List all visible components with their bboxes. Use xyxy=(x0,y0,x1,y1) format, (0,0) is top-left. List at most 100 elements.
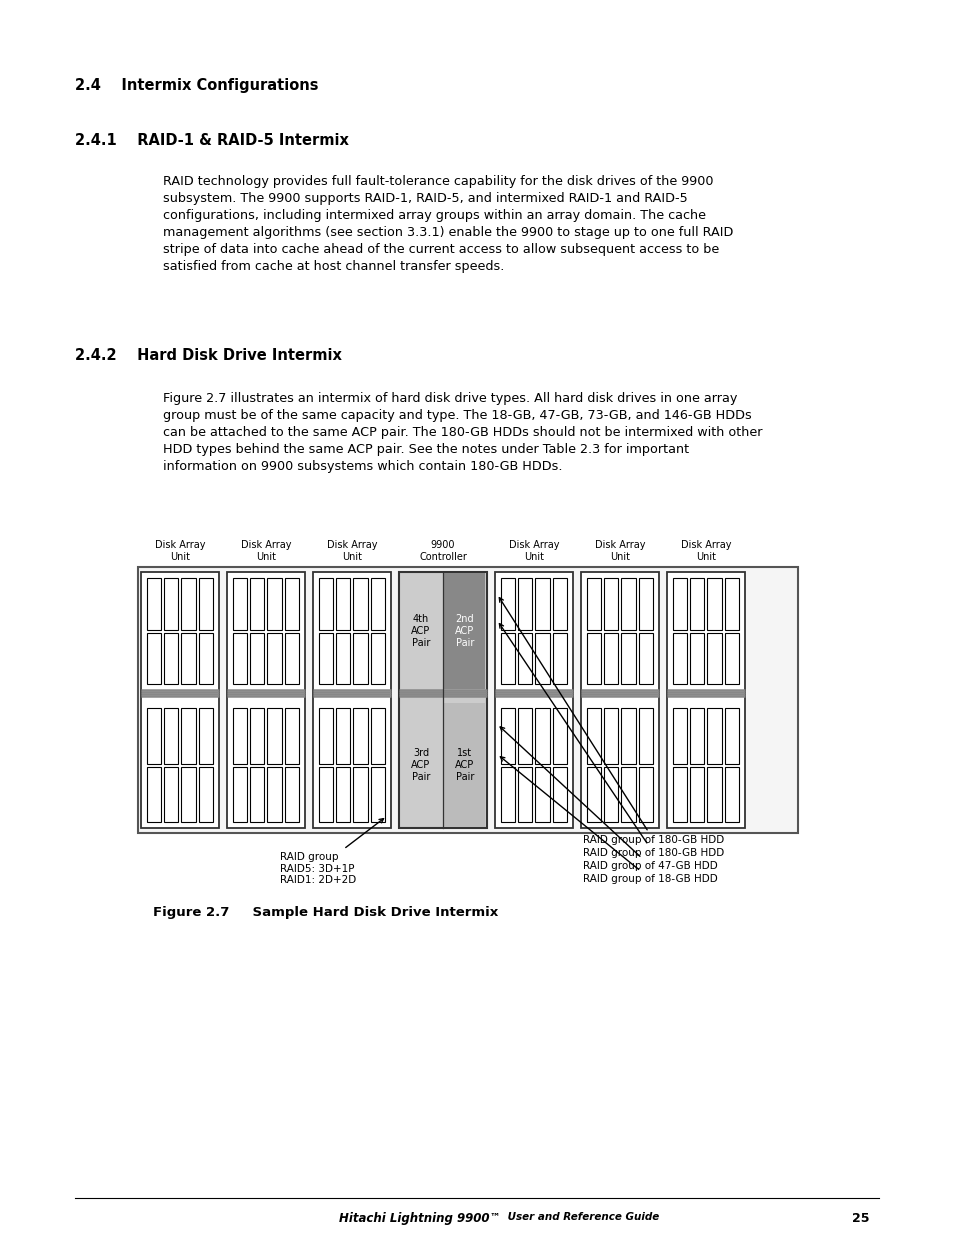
Bar xyxy=(227,572,305,827)
Text: 2.4.2    Hard Disk Drive Intermix: 2.4.2 Hard Disk Drive Intermix xyxy=(75,348,341,363)
Bar xyxy=(500,767,515,823)
Bar xyxy=(250,767,264,823)
Bar xyxy=(535,632,549,684)
Bar xyxy=(535,767,549,823)
Bar xyxy=(707,632,721,684)
Text: 2.4.1    RAID-1 & RAID-5 Intermix: 2.4.1 RAID-1 & RAID-5 Intermix xyxy=(75,133,349,148)
Bar xyxy=(500,708,515,763)
Bar xyxy=(147,708,161,763)
Bar xyxy=(313,572,391,827)
Bar xyxy=(535,708,549,763)
Bar xyxy=(198,578,213,630)
Bar xyxy=(371,578,385,630)
Text: Disk Array
Unit: Disk Array Unit xyxy=(508,540,558,562)
Text: RAID group of 47-GB HDD: RAID group of 47-GB HDD xyxy=(499,727,717,871)
Bar xyxy=(181,578,195,630)
Bar xyxy=(707,578,721,630)
Bar xyxy=(672,708,686,763)
Bar xyxy=(318,632,333,684)
Bar xyxy=(724,632,739,684)
Bar xyxy=(354,632,367,684)
Bar xyxy=(267,578,281,630)
Bar xyxy=(552,578,566,630)
Bar xyxy=(690,578,703,630)
Bar xyxy=(552,632,566,684)
Bar xyxy=(517,632,532,684)
Bar xyxy=(620,632,635,684)
Bar xyxy=(371,632,385,684)
Bar xyxy=(233,578,247,630)
Bar xyxy=(690,632,703,684)
Bar xyxy=(250,578,264,630)
Bar xyxy=(672,578,686,630)
Bar xyxy=(442,573,484,689)
Bar xyxy=(620,708,635,763)
Bar xyxy=(267,767,281,823)
Text: Disk Array
Unit: Disk Array Unit xyxy=(240,540,291,562)
Bar xyxy=(672,632,686,684)
Bar xyxy=(250,708,264,763)
Text: RAID group of 180-GB HDD: RAID group of 180-GB HDD xyxy=(498,598,723,845)
Bar xyxy=(318,578,333,630)
Bar xyxy=(586,767,600,823)
Bar xyxy=(335,632,350,684)
Bar xyxy=(620,767,635,823)
Bar xyxy=(724,767,739,823)
Bar xyxy=(639,708,652,763)
Text: 1st
ACP
Pair: 1st ACP Pair xyxy=(455,747,475,783)
Bar xyxy=(690,767,703,823)
Bar xyxy=(198,767,213,823)
Bar xyxy=(198,632,213,684)
Bar xyxy=(495,572,573,827)
Bar xyxy=(639,767,652,823)
Bar xyxy=(354,767,367,823)
Bar xyxy=(164,578,178,630)
Bar xyxy=(250,632,264,684)
Text: 2.4    Intermix Configurations: 2.4 Intermix Configurations xyxy=(75,78,318,93)
Bar xyxy=(603,767,618,823)
Text: 2nd
ACP
Pair: 2nd ACP Pair xyxy=(455,614,475,648)
Bar xyxy=(552,708,566,763)
Bar xyxy=(181,632,195,684)
Bar xyxy=(284,708,298,763)
Bar xyxy=(335,578,350,630)
Bar xyxy=(284,578,298,630)
Bar xyxy=(398,572,486,827)
Bar xyxy=(354,708,367,763)
Text: RAID group of 18-GB HDD: RAID group of 18-GB HDD xyxy=(499,757,717,884)
Text: ™  User and Reference Guide: ™ User and Reference Guide xyxy=(490,1212,659,1221)
Bar xyxy=(284,632,298,684)
Bar xyxy=(371,708,385,763)
Bar xyxy=(164,632,178,684)
Bar xyxy=(603,708,618,763)
Bar xyxy=(267,632,281,684)
Text: RAID technology provides full fault-tolerance capability for the disk drives of : RAID technology provides full fault-tole… xyxy=(163,175,733,273)
Bar xyxy=(535,578,549,630)
Text: Disk Array
Unit: Disk Array Unit xyxy=(680,540,731,562)
Bar xyxy=(147,578,161,630)
Bar xyxy=(164,767,178,823)
Bar xyxy=(354,578,367,630)
Text: RAID group of 180-GB HDD: RAID group of 180-GB HDD xyxy=(498,624,723,858)
Bar xyxy=(500,632,515,684)
Text: Figure 2.7 illustrates an intermix of hard disk drive types. All hard disk drive: Figure 2.7 illustrates an intermix of ha… xyxy=(163,391,761,473)
Bar xyxy=(707,708,721,763)
Text: 9900
Controller: 9900 Controller xyxy=(418,540,466,562)
Bar xyxy=(198,708,213,763)
Bar xyxy=(164,708,178,763)
Bar xyxy=(233,632,247,684)
Bar xyxy=(318,708,333,763)
Bar xyxy=(620,578,635,630)
Text: 4th
ACP
Pair: 4th ACP Pair xyxy=(411,614,430,648)
Bar xyxy=(552,767,566,823)
Text: Disk Array
Unit: Disk Array Unit xyxy=(594,540,644,562)
Bar xyxy=(603,632,618,684)
Text: Figure 2.7     Sample Hard Disk Drive Intermix: Figure 2.7 Sample Hard Disk Drive Interm… xyxy=(152,906,497,919)
Bar xyxy=(517,708,532,763)
Text: Disk Array
Unit: Disk Array Unit xyxy=(327,540,376,562)
Bar xyxy=(666,572,744,827)
Bar xyxy=(517,578,532,630)
Bar xyxy=(284,767,298,823)
Bar xyxy=(335,767,350,823)
Bar xyxy=(603,578,618,630)
